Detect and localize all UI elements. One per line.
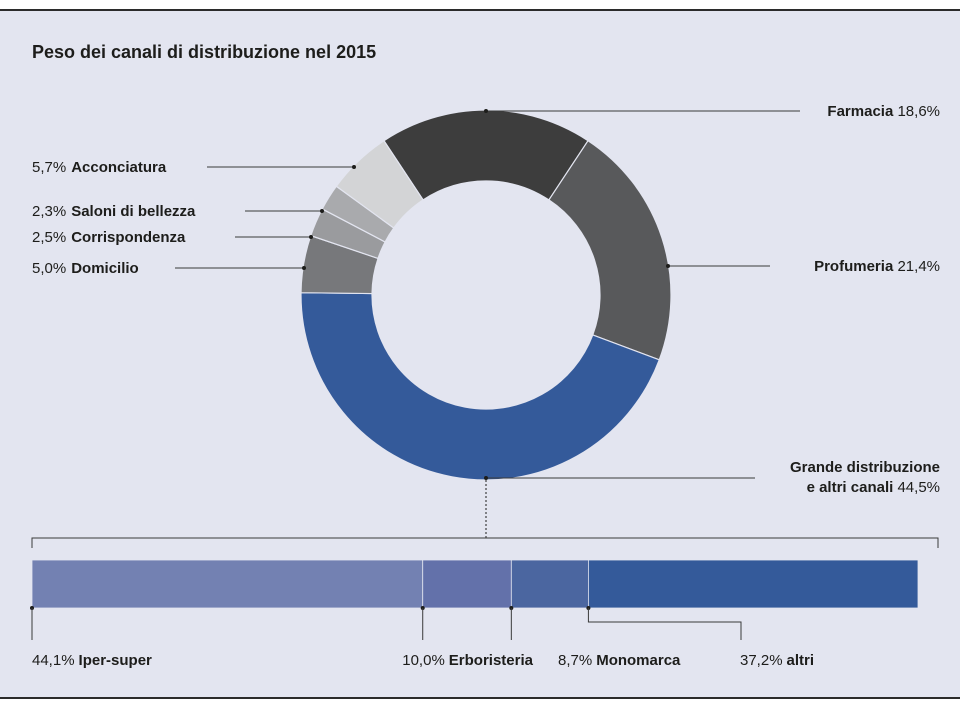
segment-name: Iper-super [79, 652, 153, 669]
slice-value: 5,7% [32, 159, 66, 176]
slice-name: Farmacia [827, 103, 894, 120]
breakdown-bar: 44,1% Iper-super 10,0% Erboristeria 8,7% Mono… [30, 480, 939, 669]
leader-dot [320, 209, 324, 213]
bar-segment-iper-super [31, 559, 424, 609]
slice-value: 2,3% [32, 203, 66, 220]
slice-value: 5,0% [32, 260, 66, 277]
slice-label: 2,3% Saloni di bellezza [32, 203, 196, 220]
slice-value: 21,4% [893, 258, 940, 275]
slice-value: 44,5% [893, 479, 940, 496]
leader-line [587, 608, 742, 640]
leader-dot [484, 476, 488, 480]
slice-name: e altri canali [807, 479, 894, 496]
segment-label: 44,1% Iper-super [32, 652, 152, 669]
segment-value: 10,0% [402, 652, 445, 669]
leader-dot [666, 264, 670, 268]
slice-label: Farmacia 18,6% [827, 103, 940, 120]
slice-label: 5,7% Acconciatura [32, 159, 167, 176]
segment-label: 37,2% altri [740, 652, 814, 669]
segment-value: 44,1% [32, 652, 75, 669]
segment-name: Erboristeria [449, 652, 534, 669]
donut-chart [300, 109, 672, 481]
leader-lines [175, 109, 800, 480]
slice-name: Corrispondenza [71, 229, 186, 246]
slice-value: 2,5% [32, 229, 66, 246]
slice-label: 2,5% Corrispondenza [32, 229, 186, 246]
bar-segment-erboristeria [422, 559, 512, 609]
donut-slice-farmacia [383, 109, 589, 201]
leader-dot [352, 165, 356, 169]
slice-name: Domicilio [71, 260, 139, 277]
segment-name: Monomarca [596, 652, 681, 669]
slice-name: Profumeria [814, 258, 894, 275]
slice-name: Acconciatura [71, 159, 167, 176]
segment-label: 10,0% Erboristeria [402, 652, 533, 669]
segment-value: 8,7% [558, 652, 592, 669]
slice-label: 5,0% Domicilio [32, 260, 139, 277]
chart-title: Peso dei canali di distribuzione nel 201… [32, 42, 376, 62]
slice-label: Profumeria 21,4% [814, 258, 940, 275]
slice-name: Saloni di bellezza [71, 203, 196, 220]
slice-label: Grande distribuzione e altri canali 44,5% [790, 459, 940, 496]
donut-slice-grande-distribuzione-e-altri-canali [300, 292, 661, 481]
leader-dot [484, 109, 488, 113]
donut-slice-acconciatura [335, 139, 424, 229]
bar-segment-altri [588, 559, 919, 609]
bracket [31, 537, 939, 548]
segment-name: altri [787, 652, 815, 669]
slice-name: Grande distribuzione [790, 459, 940, 476]
leader-dot [309, 235, 313, 239]
bar-segment-monomarca [510, 559, 589, 609]
slice-value: 18,6% [893, 103, 940, 120]
segment-label: 8,7% Monomarca [558, 652, 681, 669]
segment-value: 37,2% [740, 652, 783, 669]
donut-labels: Farmacia 18,6% Profumeria 21,4% Grande dis… [32, 103, 940, 496]
leader-dot [302, 266, 306, 270]
